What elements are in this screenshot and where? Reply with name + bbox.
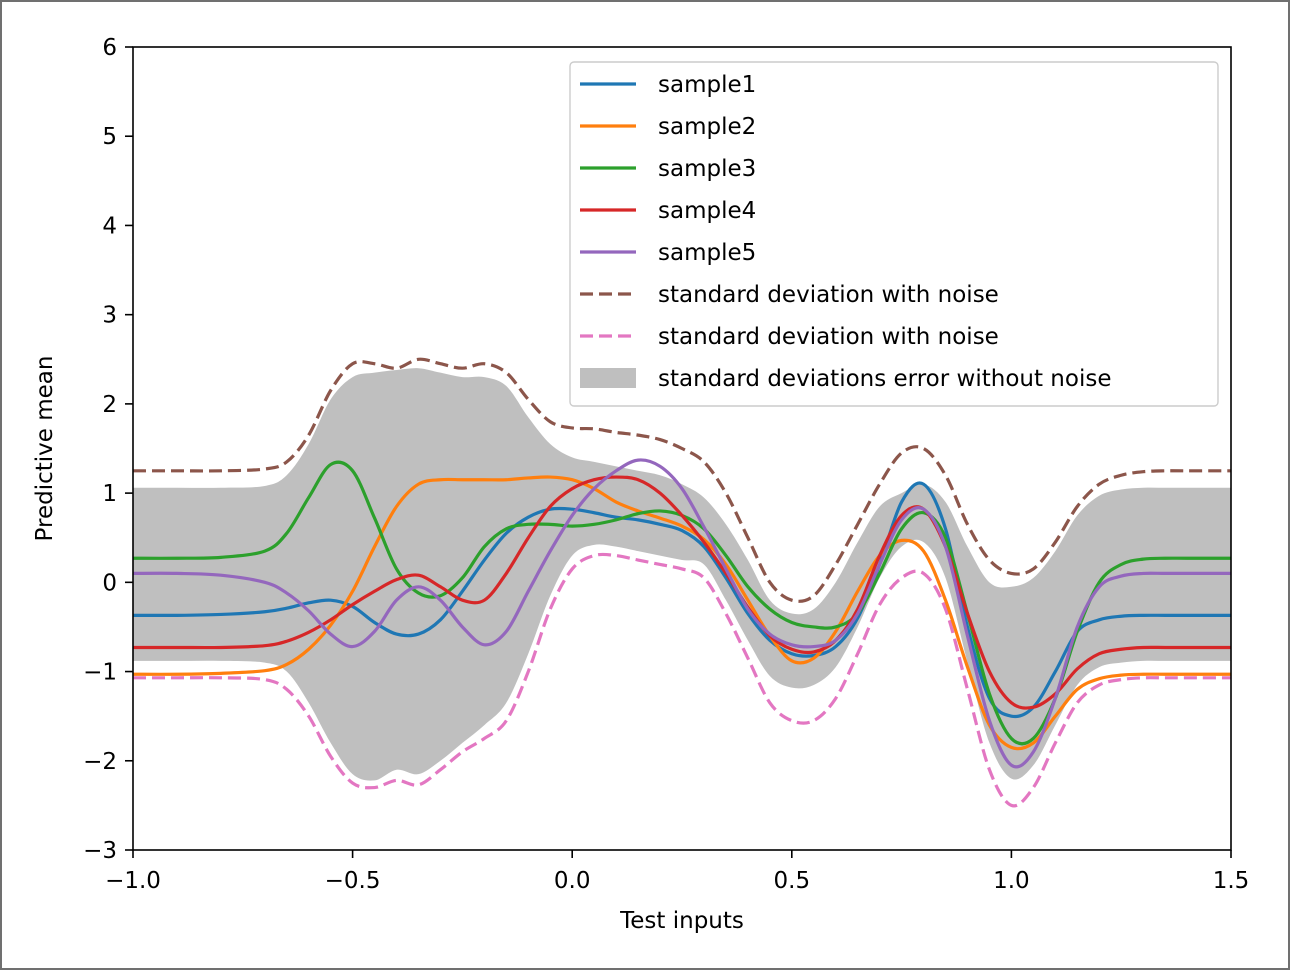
y-tick-label: −3 xyxy=(83,838,117,864)
legend: sample1 sample2 sample3 sample4 sample5 stand… xyxy=(569,61,1219,407)
x-axis-label: Test inputs xyxy=(619,908,744,934)
fill-layer xyxy=(133,368,1231,781)
y-tick-label: 1 xyxy=(102,481,117,507)
y-tick-label: 4 xyxy=(102,213,117,239)
series-line-sample5 xyxy=(133,458,1231,769)
line-layer xyxy=(133,357,1231,808)
x-tick-label: −1.0 xyxy=(105,868,161,894)
plot-frame xyxy=(132,46,1232,851)
series-line-std-noise-2 xyxy=(133,552,1231,808)
y-tick-label: 3 xyxy=(102,303,117,329)
series-line-sample1 xyxy=(133,481,1231,719)
x-tick-label: −0.5 xyxy=(325,868,381,894)
y-tick-label: 5 xyxy=(102,124,117,150)
y-tick-label: −2 xyxy=(83,749,117,775)
legend-swatch-error-band xyxy=(580,368,636,388)
y-axis-label: Predictive mean xyxy=(32,356,58,542)
legend-label: sample3 xyxy=(658,156,756,182)
x-tick-label: 1.5 xyxy=(1213,868,1250,894)
x-axis: −1.0 −0.5 0.0 0.5 1.0 1.5 xyxy=(105,850,1249,894)
legend-label: sample2 xyxy=(658,114,756,140)
series-line-std-noise-1 xyxy=(133,357,1231,603)
legend-label: standard deviation with noise xyxy=(658,282,999,308)
x-tick-label: 1.0 xyxy=(993,868,1030,894)
x-tick-label: 0.5 xyxy=(774,868,811,894)
error-band xyxy=(133,368,1231,781)
x-tick-label: 0.0 xyxy=(554,868,591,894)
legend-label: sample4 xyxy=(658,198,756,224)
y-tick-label: −1 xyxy=(83,660,117,686)
legend-label: standard deviations error without noise xyxy=(658,366,1111,392)
y-axis: −3 −2 −1 0 1 2 3 4 5 6 xyxy=(83,35,133,864)
legend-box xyxy=(569,61,1219,407)
legend-label: sample5 xyxy=(658,240,756,266)
y-tick-label: 6 xyxy=(102,35,117,61)
y-tick-label: 2 xyxy=(102,392,117,418)
y-tick-label: 0 xyxy=(102,570,117,596)
legend-label: sample1 xyxy=(658,72,756,98)
legend-label: standard deviation with noise xyxy=(658,324,999,350)
series-line-sample4 xyxy=(133,475,1231,710)
